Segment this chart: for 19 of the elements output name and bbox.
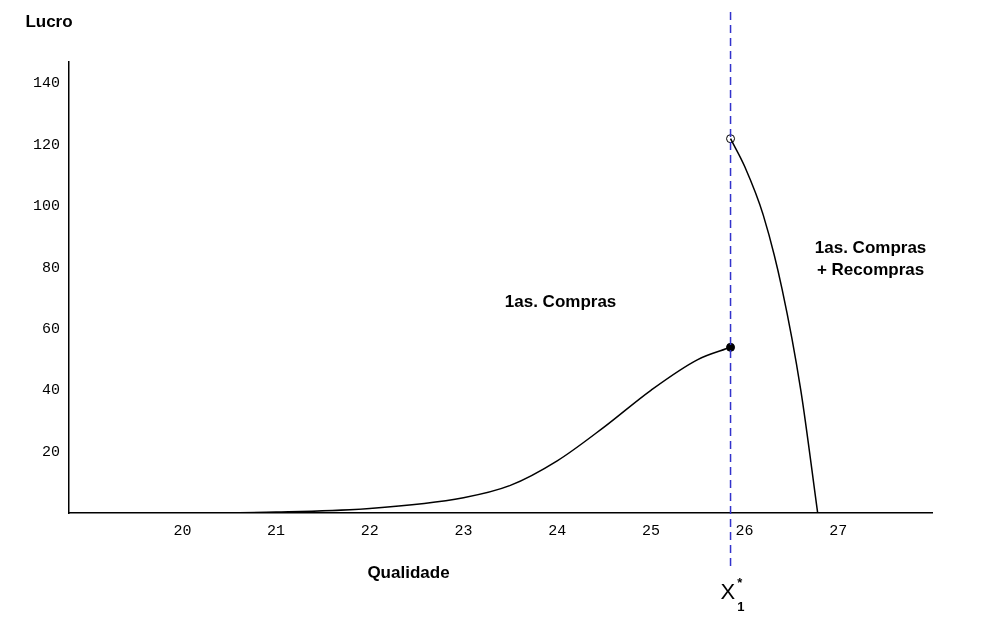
x-tick-label: 23 — [454, 522, 473, 540]
y-tick-label: 60 — [41, 320, 60, 338]
x-tick-label: 21 — [267, 522, 286, 540]
y-tick-label: 80 — [41, 259, 60, 277]
x-axis-title: Qualidade — [367, 562, 450, 582]
annotation: 1as. Compras — [504, 292, 617, 312]
x-tick-label: 20 — [173, 522, 192, 540]
y-axis-title: Lucro — [25, 11, 73, 31]
x-tick-label: 26 — [735, 522, 754, 540]
x-tick-label: 22 — [360, 522, 379, 540]
x-tick-label: 25 — [641, 522, 660, 540]
annotation: 1as. Compras + Recompras — [814, 238, 927, 280]
y-tick-label: 120 — [32, 136, 60, 154]
x-tick-label: 24 — [548, 522, 567, 540]
y-tick-label: 140 — [32, 75, 60, 93]
y-tick-label: 40 — [41, 382, 60, 400]
y-tick-label: 20 — [41, 443, 60, 461]
x-tick-label: 27 — [829, 522, 848, 540]
y-tick-label: 100 — [32, 198, 60, 216]
